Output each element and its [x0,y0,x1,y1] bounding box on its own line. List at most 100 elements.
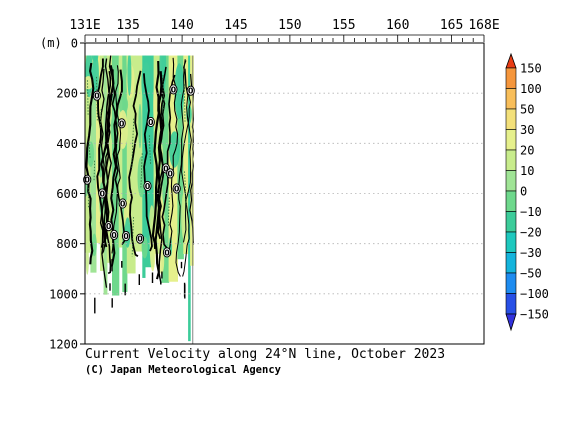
zero-contour-label: 0 [100,190,106,199]
field-column [134,55,143,252]
field-patch [137,156,146,198]
field-column [122,55,128,293]
field-patch [141,236,148,259]
zero-contour-line [175,59,186,277]
colorbar-label: 100 [520,82,542,96]
field-patch [146,123,154,176]
zero-label-bg [98,188,107,199]
y-tick-label: 1000 [49,287,78,301]
field-column [188,55,191,342]
negative-contour-line [148,135,151,166]
x-tick-label: 140 [170,18,193,33]
zero-label-bg [117,118,126,129]
colorbar-swatch [505,129,517,151]
x-tick-label: 145 [224,18,247,33]
zero-contour-label: 0 [84,176,90,185]
zero-contour-line [111,69,126,245]
field-column [103,55,108,295]
colorbar-top-cap [505,52,517,69]
negative-contour-line [184,171,187,206]
colorbar-swatch [505,108,517,130]
x-tick-label: 150 [278,18,301,33]
negative-contour-line [131,118,135,169]
colorbar-swatch [505,252,517,274]
negative-contour-line [140,153,143,188]
depth-axis: 0 200 400 600 800 1000 1200 [49,37,85,352]
x-tick-label: 131E [69,18,100,33]
colorbar-label: −20 [520,226,542,240]
y-tick-label: 600 [56,187,78,201]
x-tick-label: 165 [440,18,463,33]
colorbar-swatch [505,190,517,212]
colorbar-label: 0 [520,185,527,199]
depth-unit-label: (m) [40,36,62,50]
field-patch [118,95,129,114]
colorbar-swatch [505,272,517,294]
zero-label-bg [104,221,113,232]
zero-label-bg [186,85,195,96]
negative-contour-line [184,84,186,122]
negative-contour-line [162,74,164,112]
x-tick-label: 135 [116,18,139,33]
colorbar-label: −50 [520,267,542,281]
negative-contour-line [93,160,95,182]
colorbar-swatch [505,211,517,233]
longitude-axis: 131E 135 140 145 150 155 160 165 168E [69,18,500,42]
negative-contour-line [131,216,134,257]
zero-contour-label: 0 [145,182,151,191]
zero-label-bg [172,183,181,194]
y-tick-label: 200 [56,87,78,101]
zero-contour-label: 0 [123,232,129,241]
zero-contour-label: 0 [137,235,143,244]
depth-gridlines [85,92,484,295]
zero-label-bg [143,180,152,192]
zero-contour-label: 0 [111,231,117,240]
colorbar-label: 150 [520,62,542,76]
zero-contour-line [189,73,194,245]
colorbar-swatch [505,88,517,110]
colorbar-label: 50 [520,103,534,117]
zero-label-bg [121,231,131,242]
field-column [112,55,120,296]
zero-contour-label: 0 [188,87,194,96]
colorbar-bottom-cap [505,313,517,332]
negative-contour-line [99,108,102,129]
zero-contour-line [157,66,167,285]
zero-contour-label: 0 [171,85,177,94]
zero-label-bg [162,247,172,258]
colorbar-label: 20 [520,144,534,158]
colorbar-swatch [505,170,517,192]
colorbar-label: −10 [520,205,542,219]
y-tick-label: 400 [56,137,78,151]
zero-contour-label: 0 [120,200,126,209]
zero-contour-line [143,73,153,252]
field-column [190,55,194,266]
zero-label-bg [166,168,175,179]
field-column [118,55,123,248]
zero-label-bg [169,84,178,95]
field-patch [92,55,99,96]
zero-contour-label: 0 [167,169,173,178]
y-tick-label: 800 [56,237,78,251]
zero-contour-label: 0 [164,248,170,257]
field-patch [141,59,151,105]
colorbar-label: −150 [520,308,549,322]
zero-label-bg [110,229,119,240]
chart-title: Current Velocity along 24°N line, Octobe… [85,347,446,362]
field-column [183,55,189,255]
zero-contour-line [100,64,115,240]
y-tick-label: 1200 [49,338,78,352]
x-tick-label: 155 [332,18,355,33]
colorbar-swatch [505,67,517,89]
colorbar-label: −100 [520,287,549,301]
colorbar-swatch [505,231,517,253]
field-column [90,55,97,273]
zero-label-bg [135,233,145,244]
zero-contour-line [104,70,112,275]
field-patch [127,55,132,96]
x-tick-label: 168E [468,18,499,33]
x-tick-label: 160 [386,18,409,33]
zero-label-bg [118,198,127,209]
